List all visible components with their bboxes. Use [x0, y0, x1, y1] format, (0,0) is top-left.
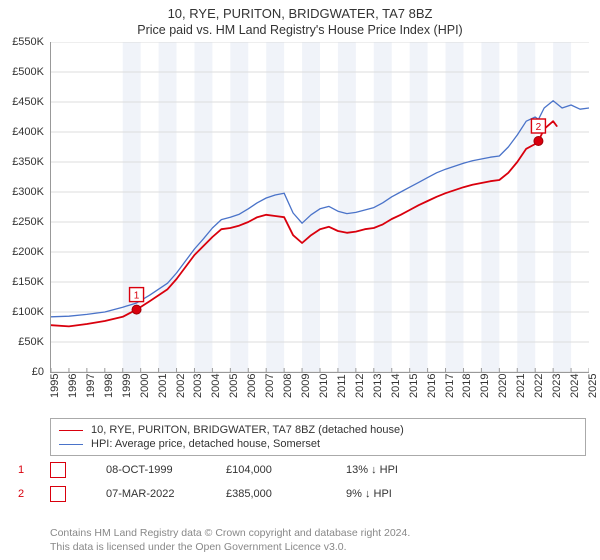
plot-svg: 12: [51, 42, 589, 372]
x-tick-label: 2019: [479, 374, 491, 398]
x-tick-label: 2006: [246, 374, 258, 398]
chart-container: 10, RYE, PURITON, BRIDGWATER, TA7 8BZ Pr…: [0, 0, 600, 560]
sale-row-1: 1 08-OCT-1999 £104,000 13% ↓ HPI: [50, 462, 586, 478]
y-tick-label: £200K: [12, 246, 44, 258]
sale-marker-num-2: 2: [18, 488, 98, 500]
legend-box: 10, RYE, PURITON, BRIDGWATER, TA7 8BZ (d…: [50, 418, 586, 456]
legend-item-property: 10, RYE, PURITON, BRIDGWATER, TA7 8BZ (d…: [59, 423, 577, 437]
x-tick-label: 2011: [336, 374, 348, 398]
x-tick-label: 2010: [318, 374, 330, 398]
chart-titles: 10, RYE, PURITON, BRIDGWATER, TA7 8BZ Pr…: [0, 0, 600, 37]
y-axis-labels: £0£50K£100K£150K£200K£250K£300K£350K£400…: [0, 42, 48, 372]
y-tick-label: £100K: [12, 306, 44, 318]
y-tick-label: £250K: [12, 216, 44, 228]
x-tick-label: 2005: [228, 374, 240, 398]
y-tick-label: £300K: [12, 186, 44, 198]
x-tick-label: 2012: [354, 374, 366, 398]
chart-title-subtitle: Price paid vs. HM Land Registry's House …: [0, 23, 600, 37]
sale-date-1: 08-OCT-1999: [106, 464, 186, 476]
y-tick-label: £0: [32, 366, 44, 378]
footer-line-1: Contains HM Land Registry data © Crown c…: [50, 526, 410, 540]
sale-diff-2: 9% ↓ HPI: [346, 488, 426, 500]
y-tick-label: £450K: [12, 96, 44, 108]
y-tick-label: £550K: [12, 36, 44, 48]
y-tick-label: £350K: [12, 156, 44, 168]
legend-label-property: 10, RYE, PURITON, BRIDGWATER, TA7 8BZ (d…: [91, 424, 404, 436]
sale-marker-num-1: 1: [18, 464, 98, 476]
sale-marker-2: 2: [50, 486, 66, 502]
x-tick-label: 1998: [103, 374, 115, 398]
legend-swatch-hpi: [59, 444, 83, 445]
sale-marker-1: 1: [50, 462, 66, 478]
x-tick-label: 2014: [390, 374, 402, 398]
x-tick-label: 2021: [515, 374, 527, 398]
sale-price-1: £104,000: [226, 464, 306, 476]
sale-row-2: 2 07-MAR-2022 £385,000 9% ↓ HPI: [50, 486, 586, 502]
legend-item-hpi: HPI: Average price, detached house, Some…: [59, 437, 577, 451]
x-tick-label: 2013: [372, 374, 384, 398]
x-tick-label: 2024: [569, 374, 581, 398]
x-tick-label: 2004: [210, 374, 222, 398]
chart-footer: Contains HM Land Registry data © Crown c…: [50, 526, 410, 554]
x-tick-label: 2017: [444, 374, 456, 398]
legend-swatch-property: [59, 430, 83, 431]
svg-text:1: 1: [134, 291, 140, 302]
sale-date-2: 07-MAR-2022: [106, 488, 186, 500]
x-tick-label: 2025: [587, 374, 599, 398]
plot-area: 12: [50, 42, 589, 373]
sale-diff-1: 13% ↓ HPI: [346, 464, 426, 476]
x-tick-label: 1999: [121, 374, 133, 398]
x-tick-label: 2023: [551, 374, 563, 398]
y-tick-label: £150K: [12, 276, 44, 288]
x-tick-label: 2009: [300, 374, 312, 398]
x-tick-label: 2015: [408, 374, 420, 398]
sale-rows: 1 08-OCT-1999 £104,000 13% ↓ HPI 2 07-MA…: [50, 462, 586, 510]
x-tick-label: 2002: [175, 374, 187, 398]
x-tick-label: 2003: [192, 374, 204, 398]
x-tick-label: 2018: [461, 374, 473, 398]
x-tick-label: 1995: [49, 374, 61, 398]
chart-area: £0 £50K £100K £150K £200K £250K £300K £350K £400…: [0, 42, 600, 412]
x-tick-label: 2007: [264, 374, 276, 398]
x-tick-label: 1997: [85, 374, 97, 398]
footer-line-2: This data is licensed under the Open Gov…: [50, 540, 410, 554]
legend-label-hpi: HPI: Average price, detached house, Some…: [91, 438, 320, 450]
svg-text:2: 2: [536, 122, 542, 133]
y-tick-label: £500K: [12, 66, 44, 78]
y-tick-label: £50K: [18, 336, 44, 348]
sale-price-2: £385,000: [226, 488, 306, 500]
x-tick-label: 2001: [157, 374, 169, 398]
x-tick-label: 2000: [139, 374, 151, 398]
x-tick-label: 2022: [533, 374, 545, 398]
x-tick-label: 2020: [497, 374, 509, 398]
x-tick-label: 1996: [67, 374, 79, 398]
chart-title-address: 10, RYE, PURITON, BRIDGWATER, TA7 8BZ: [0, 6, 600, 21]
x-tick-label: 2016: [426, 374, 438, 398]
x-tick-label: 2008: [282, 374, 294, 398]
x-axis-labels: 1995 1996 1997 1998 1999 2000 2001 2002 2003 2004…: [50, 374, 588, 410]
y-tick-label: £400K: [12, 126, 44, 138]
